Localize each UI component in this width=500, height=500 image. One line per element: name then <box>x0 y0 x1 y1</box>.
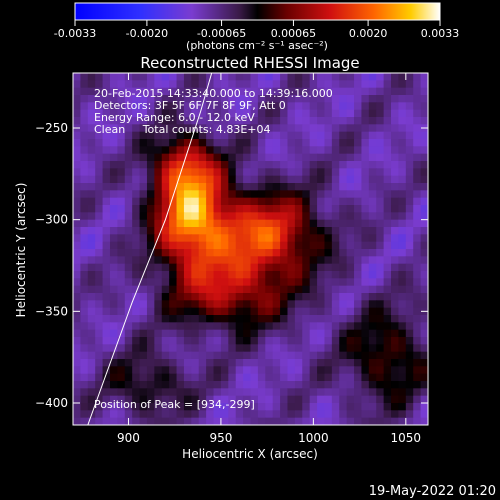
y-tick-label: −400 <box>35 396 68 410</box>
y-axis-label: Heliocentric Y (arcsec) <box>14 183 28 318</box>
colorbar-tick-label: 0.0033 <box>421 27 460 40</box>
colorbar-tick-label: -0.0033 <box>54 27 96 40</box>
y-tick-label: −250 <box>35 121 68 135</box>
heatmap-cells <box>73 73 428 425</box>
x-axis-ticks: 900 950 1000 1050 <box>117 73 421 445</box>
x-tick-label: 950 <box>209 431 232 445</box>
colorbar-unit-label: (photons cm⁻² s⁻¹ asec⁻²) <box>186 39 328 52</box>
colorbar-ticks: -0.0033 -0.0020 -0.00065 0.00065 0.0020 0.003… <box>54 20 459 40</box>
annotation-clean-counts: Clean Total counts: 4.83E+04 <box>94 123 271 136</box>
annotation-energy-range: Energy Range: 6.0 - 12.0 keV <box>94 111 255 124</box>
plot-frame <box>72 72 429 426</box>
colorbar <box>74 2 441 21</box>
y-axis-ticks: −250 −300 −350 −400 <box>35 121 428 410</box>
colorbar-tick-label: -0.00065 <box>197 27 246 40</box>
colorbar-tick-label: 0.0020 <box>349 27 388 40</box>
colorbar-tick-label: -0.0020 <box>126 27 168 40</box>
x-axis-label: Heliocentric X (arcsec) <box>182 447 318 461</box>
solar-limb-line <box>87 73 213 425</box>
x-tick-label: 1000 <box>298 431 329 445</box>
y-tick-label: −300 <box>35 213 68 227</box>
x-tick-label: 1050 <box>391 431 422 445</box>
y-tick-label: −350 <box>35 304 68 318</box>
x-tick-label: 900 <box>117 431 140 445</box>
timestamp: 19-May-2022 01:20 <box>369 484 496 499</box>
annotation-detectors: Detectors: 3F 5F 6F 7F 8F 9F, Att 0 <box>94 99 286 112</box>
colorbar-tick-label: 0.00065 <box>271 27 317 40</box>
chart-title: Reconstructed RHESSI Image <box>140 54 359 72</box>
annotation-time-range: 20-Feb-2015 14:33:40.000 to 14:39:16.000 <box>94 87 333 100</box>
annotation-peak-position: Position of Peak = [934,-299] <box>94 398 255 411</box>
